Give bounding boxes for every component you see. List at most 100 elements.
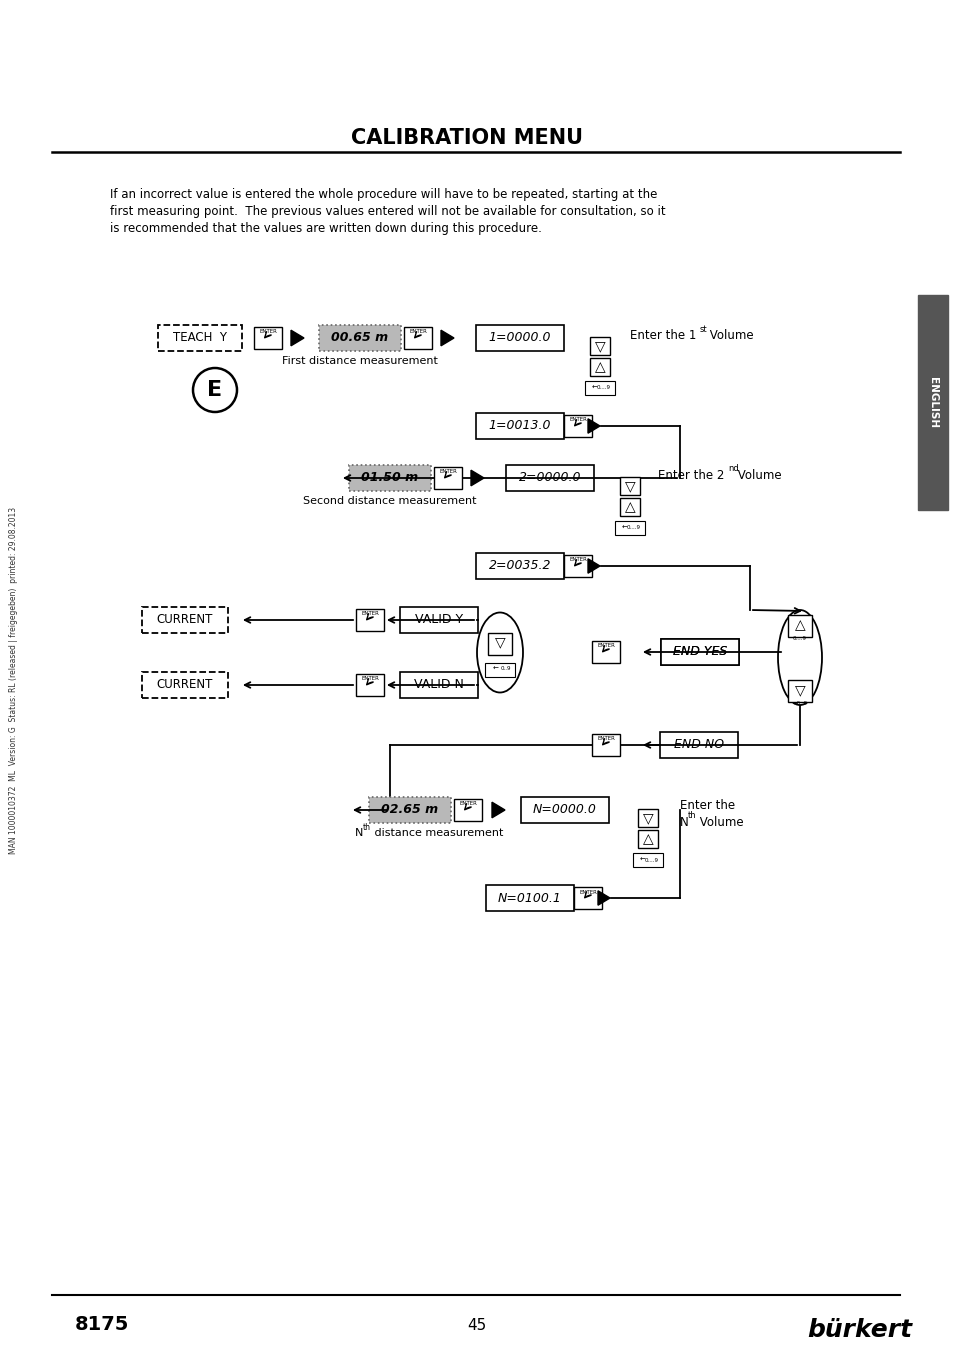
FancyBboxPatch shape — [584, 380, 615, 395]
FancyBboxPatch shape — [349, 464, 431, 492]
Text: 0....9: 0....9 — [644, 857, 659, 862]
FancyBboxPatch shape — [563, 555, 592, 577]
FancyBboxPatch shape — [454, 799, 481, 821]
Text: 8175: 8175 — [75, 1316, 130, 1335]
Text: Second distance measurement: Second distance measurement — [303, 496, 476, 506]
Text: Volume: Volume — [696, 816, 742, 830]
Text: END YES: END YES — [672, 646, 726, 658]
Text: ←: ← — [493, 666, 498, 672]
Text: CURRENT: CURRENT — [156, 678, 213, 692]
Text: Enter the 2: Enter the 2 — [658, 470, 723, 482]
Text: VALID N: VALID N — [414, 678, 463, 692]
FancyBboxPatch shape — [403, 328, 432, 349]
Text: is recommended that the values are written down during this procedure.: is recommended that the values are writt… — [110, 222, 541, 236]
FancyBboxPatch shape — [638, 830, 658, 848]
Text: CALIBRATION MENU: CALIBRATION MENU — [351, 129, 582, 148]
FancyBboxPatch shape — [638, 808, 658, 827]
Text: ENTER: ENTER — [569, 417, 586, 422]
FancyBboxPatch shape — [484, 662, 515, 677]
Text: N: N — [679, 816, 688, 830]
Text: TEACH  Y: TEACH Y — [172, 332, 227, 344]
FancyBboxPatch shape — [589, 357, 609, 376]
FancyBboxPatch shape — [476, 413, 563, 439]
FancyBboxPatch shape — [369, 798, 451, 823]
Text: 0....9: 0....9 — [792, 636, 806, 642]
Ellipse shape — [476, 612, 522, 692]
Text: ▽: ▽ — [594, 338, 604, 353]
Text: END NO: END NO — [673, 738, 723, 751]
Text: E: E — [207, 380, 222, 399]
Text: If an incorrect value is entered the whole procedure will have to be repeated, s: If an incorrect value is entered the who… — [110, 188, 657, 200]
FancyBboxPatch shape — [574, 887, 601, 909]
FancyBboxPatch shape — [520, 798, 608, 823]
Text: 45: 45 — [467, 1317, 486, 1332]
Text: △: △ — [594, 360, 604, 374]
Text: ENTER: ENTER — [578, 890, 597, 895]
FancyBboxPatch shape — [592, 640, 619, 663]
Text: Volume: Volume — [733, 470, 781, 482]
Text: First distance measurement: First distance measurement — [282, 356, 437, 366]
FancyBboxPatch shape — [660, 639, 739, 665]
Text: ENTER: ENTER — [360, 612, 378, 616]
Text: ←: ← — [639, 857, 645, 862]
FancyBboxPatch shape — [659, 733, 738, 758]
Text: ENTER: ENTER — [438, 470, 456, 474]
FancyBboxPatch shape — [355, 674, 384, 696]
Text: th: th — [363, 823, 371, 831]
FancyBboxPatch shape — [488, 632, 512, 654]
Text: st: st — [700, 325, 707, 333]
Text: CURRENT: CURRENT — [156, 613, 213, 627]
FancyBboxPatch shape — [253, 328, 282, 349]
Text: N: N — [355, 829, 363, 838]
Text: ▽: ▽ — [624, 479, 635, 493]
Text: ENTER: ENTER — [360, 677, 378, 681]
Polygon shape — [492, 802, 504, 818]
Text: ENTER: ENTER — [597, 643, 615, 649]
Polygon shape — [598, 891, 609, 906]
FancyBboxPatch shape — [399, 607, 477, 634]
Text: ENTER: ENTER — [569, 558, 586, 562]
Polygon shape — [587, 559, 599, 573]
FancyBboxPatch shape — [158, 325, 242, 351]
Text: △: △ — [794, 617, 804, 632]
Text: Enter the 1: Enter the 1 — [629, 329, 696, 343]
Ellipse shape — [778, 611, 821, 705]
FancyBboxPatch shape — [787, 680, 811, 701]
Text: ▽: ▽ — [642, 811, 653, 825]
Text: ENTER: ENTER — [259, 329, 276, 334]
FancyBboxPatch shape — [142, 672, 228, 699]
FancyBboxPatch shape — [355, 609, 384, 631]
Text: 0..9: 0..9 — [500, 666, 511, 672]
FancyBboxPatch shape — [485, 886, 574, 911]
Text: △: △ — [624, 500, 635, 515]
Text: ENTER: ENTER — [409, 329, 427, 334]
FancyBboxPatch shape — [505, 464, 594, 492]
Text: 1=0000.0: 1=0000.0 — [488, 332, 551, 344]
Text: ENTER: ENTER — [597, 737, 615, 742]
Text: 0....9: 0....9 — [626, 525, 640, 531]
FancyBboxPatch shape — [615, 521, 644, 535]
Polygon shape — [587, 418, 599, 433]
Text: first measuring point.  The previous values entered will not be available for co: first measuring point. The previous valu… — [110, 204, 665, 218]
Text: ←: ← — [621, 525, 627, 531]
FancyBboxPatch shape — [476, 552, 563, 580]
Text: nd: nd — [727, 464, 738, 474]
Text: 02.65 m: 02.65 m — [381, 803, 438, 816]
FancyBboxPatch shape — [318, 325, 400, 351]
Text: ←: ← — [592, 385, 598, 391]
Text: ENGLISH: ENGLISH — [927, 376, 937, 428]
Text: Enter the: Enter the — [679, 799, 735, 812]
Text: END YES: END YES — [672, 646, 726, 658]
FancyBboxPatch shape — [589, 337, 609, 355]
Text: 2=0000.0: 2=0000.0 — [518, 471, 580, 485]
Bar — [917, 295, 947, 510]
Text: △: △ — [642, 831, 653, 846]
Text: ▽: ▽ — [794, 682, 804, 697]
FancyBboxPatch shape — [399, 672, 477, 699]
Text: N=0000.0: N=0000.0 — [533, 803, 597, 816]
FancyBboxPatch shape — [434, 467, 461, 489]
Text: ▽: ▽ — [495, 635, 505, 650]
Text: VALID Y: VALID Y — [415, 613, 462, 627]
FancyBboxPatch shape — [660, 639, 739, 665]
FancyBboxPatch shape — [476, 325, 563, 351]
